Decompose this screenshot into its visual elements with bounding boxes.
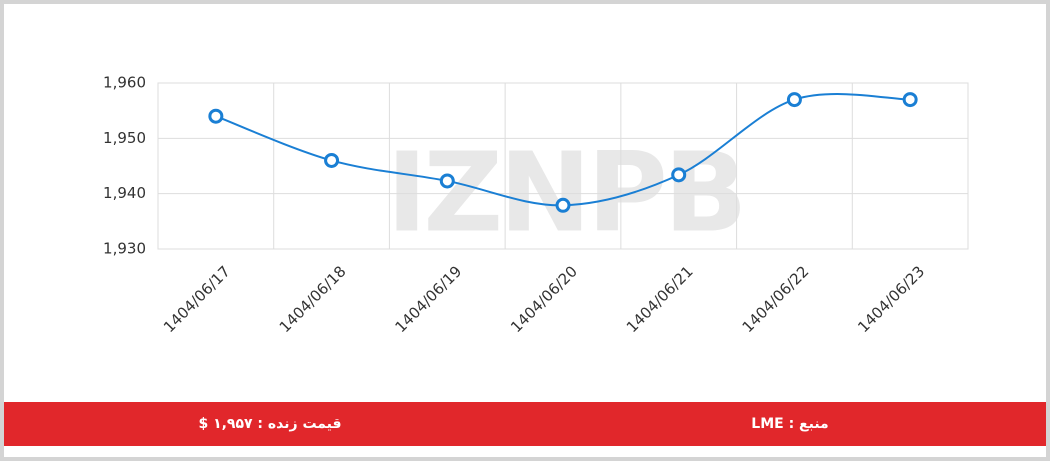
point bbox=[324, 152, 340, 168]
point bbox=[555, 197, 571, 213]
source: منبع : LME bbox=[751, 416, 828, 432]
x-tick-label: 1404/06/20 bbox=[507, 262, 581, 336]
x-tick-label: 1404/06/18 bbox=[276, 262, 350, 336]
y-tick-label: 1,930 bbox=[103, 240, 146, 258]
x-tick-label: 1404/06/21 bbox=[623, 262, 697, 336]
y-tick-label: 1,940 bbox=[103, 184, 146, 202]
point bbox=[671, 167, 687, 183]
x-tick-label: 1404/06/17 bbox=[160, 262, 234, 336]
watermark: IZNPB bbox=[386, 128, 743, 256]
point bbox=[786, 92, 802, 108]
y-tick-label: 1,950 bbox=[103, 129, 146, 147]
x-tick-label: 1404/06/22 bbox=[739, 262, 813, 336]
plot-border bbox=[157, 82, 969, 250]
live-price: قیمت زنده : ۱,۹۵۷ $ bbox=[198, 416, 341, 432]
point bbox=[208, 108, 224, 124]
point bbox=[902, 92, 918, 108]
frame bbox=[4, 4, 1046, 457]
x-tick-label: 1404/06/23 bbox=[854, 262, 928, 336]
x-tick-label: 1404/06/19 bbox=[391, 262, 465, 336]
footer-bar bbox=[4, 402, 1046, 446]
y-tick-label: 1,960 bbox=[103, 74, 146, 92]
point bbox=[439, 173, 455, 189]
